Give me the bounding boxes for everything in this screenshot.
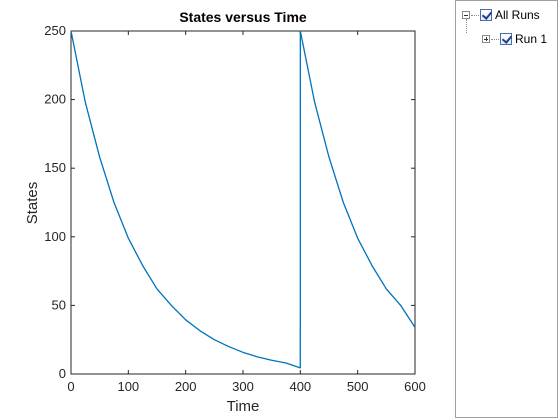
x-tick-label: 300 xyxy=(232,379,254,394)
tree-connector xyxy=(471,14,479,16)
expand-plus-icon[interactable] xyxy=(482,35,490,43)
run-1-checkbox[interactable] xyxy=(500,33,513,45)
tree-row-all-runs[interactable]: All Runs xyxy=(462,7,540,23)
collapse-minus-icon[interactable] xyxy=(462,11,470,19)
x-tick-label: 0 xyxy=(67,379,74,394)
chart: States versus Time 0 100 200 300 400 500 600 0 5… xyxy=(24,9,426,415)
series-line-1 xyxy=(70,30,416,369)
ticks: 0 100 200 300 400 500 600 0 50 100 150 200 250 xyxy=(44,23,426,394)
run-1-label: Run 1 xyxy=(515,32,548,46)
x-tick-label: 400 xyxy=(289,379,311,394)
checkmark-icon xyxy=(501,33,513,44)
x-tick-label: 100 xyxy=(117,379,139,394)
y-tick-label: 250 xyxy=(44,23,66,38)
y-tick-label: 50 xyxy=(52,297,66,312)
series-layer xyxy=(70,30,416,369)
y-tick-label: 150 xyxy=(44,160,66,175)
y-axis-label: States xyxy=(24,182,41,225)
x-tick-label: 600 xyxy=(404,379,426,394)
tree-connector-vertical xyxy=(466,19,467,33)
all-runs-checkbox[interactable] xyxy=(480,9,493,21)
y-tick-label: 200 xyxy=(44,92,66,107)
x-tick-label: 200 xyxy=(175,379,197,394)
chart-title: States versus Time xyxy=(179,9,307,25)
runs-tree-panel: All Runs Run 1 xyxy=(455,0,558,418)
all-runs-label: All Runs xyxy=(495,8,540,22)
tree-row-run-1[interactable]: Run 1 xyxy=(482,31,547,47)
x-axis-label: Time xyxy=(227,398,260,415)
tree-connector xyxy=(491,38,499,40)
y-tick-label: 100 xyxy=(44,229,66,244)
y-tick-label: 0 xyxy=(59,366,66,381)
axes-box xyxy=(70,30,416,375)
x-tick-label: 500 xyxy=(347,379,369,394)
checkmark-icon xyxy=(481,9,493,20)
